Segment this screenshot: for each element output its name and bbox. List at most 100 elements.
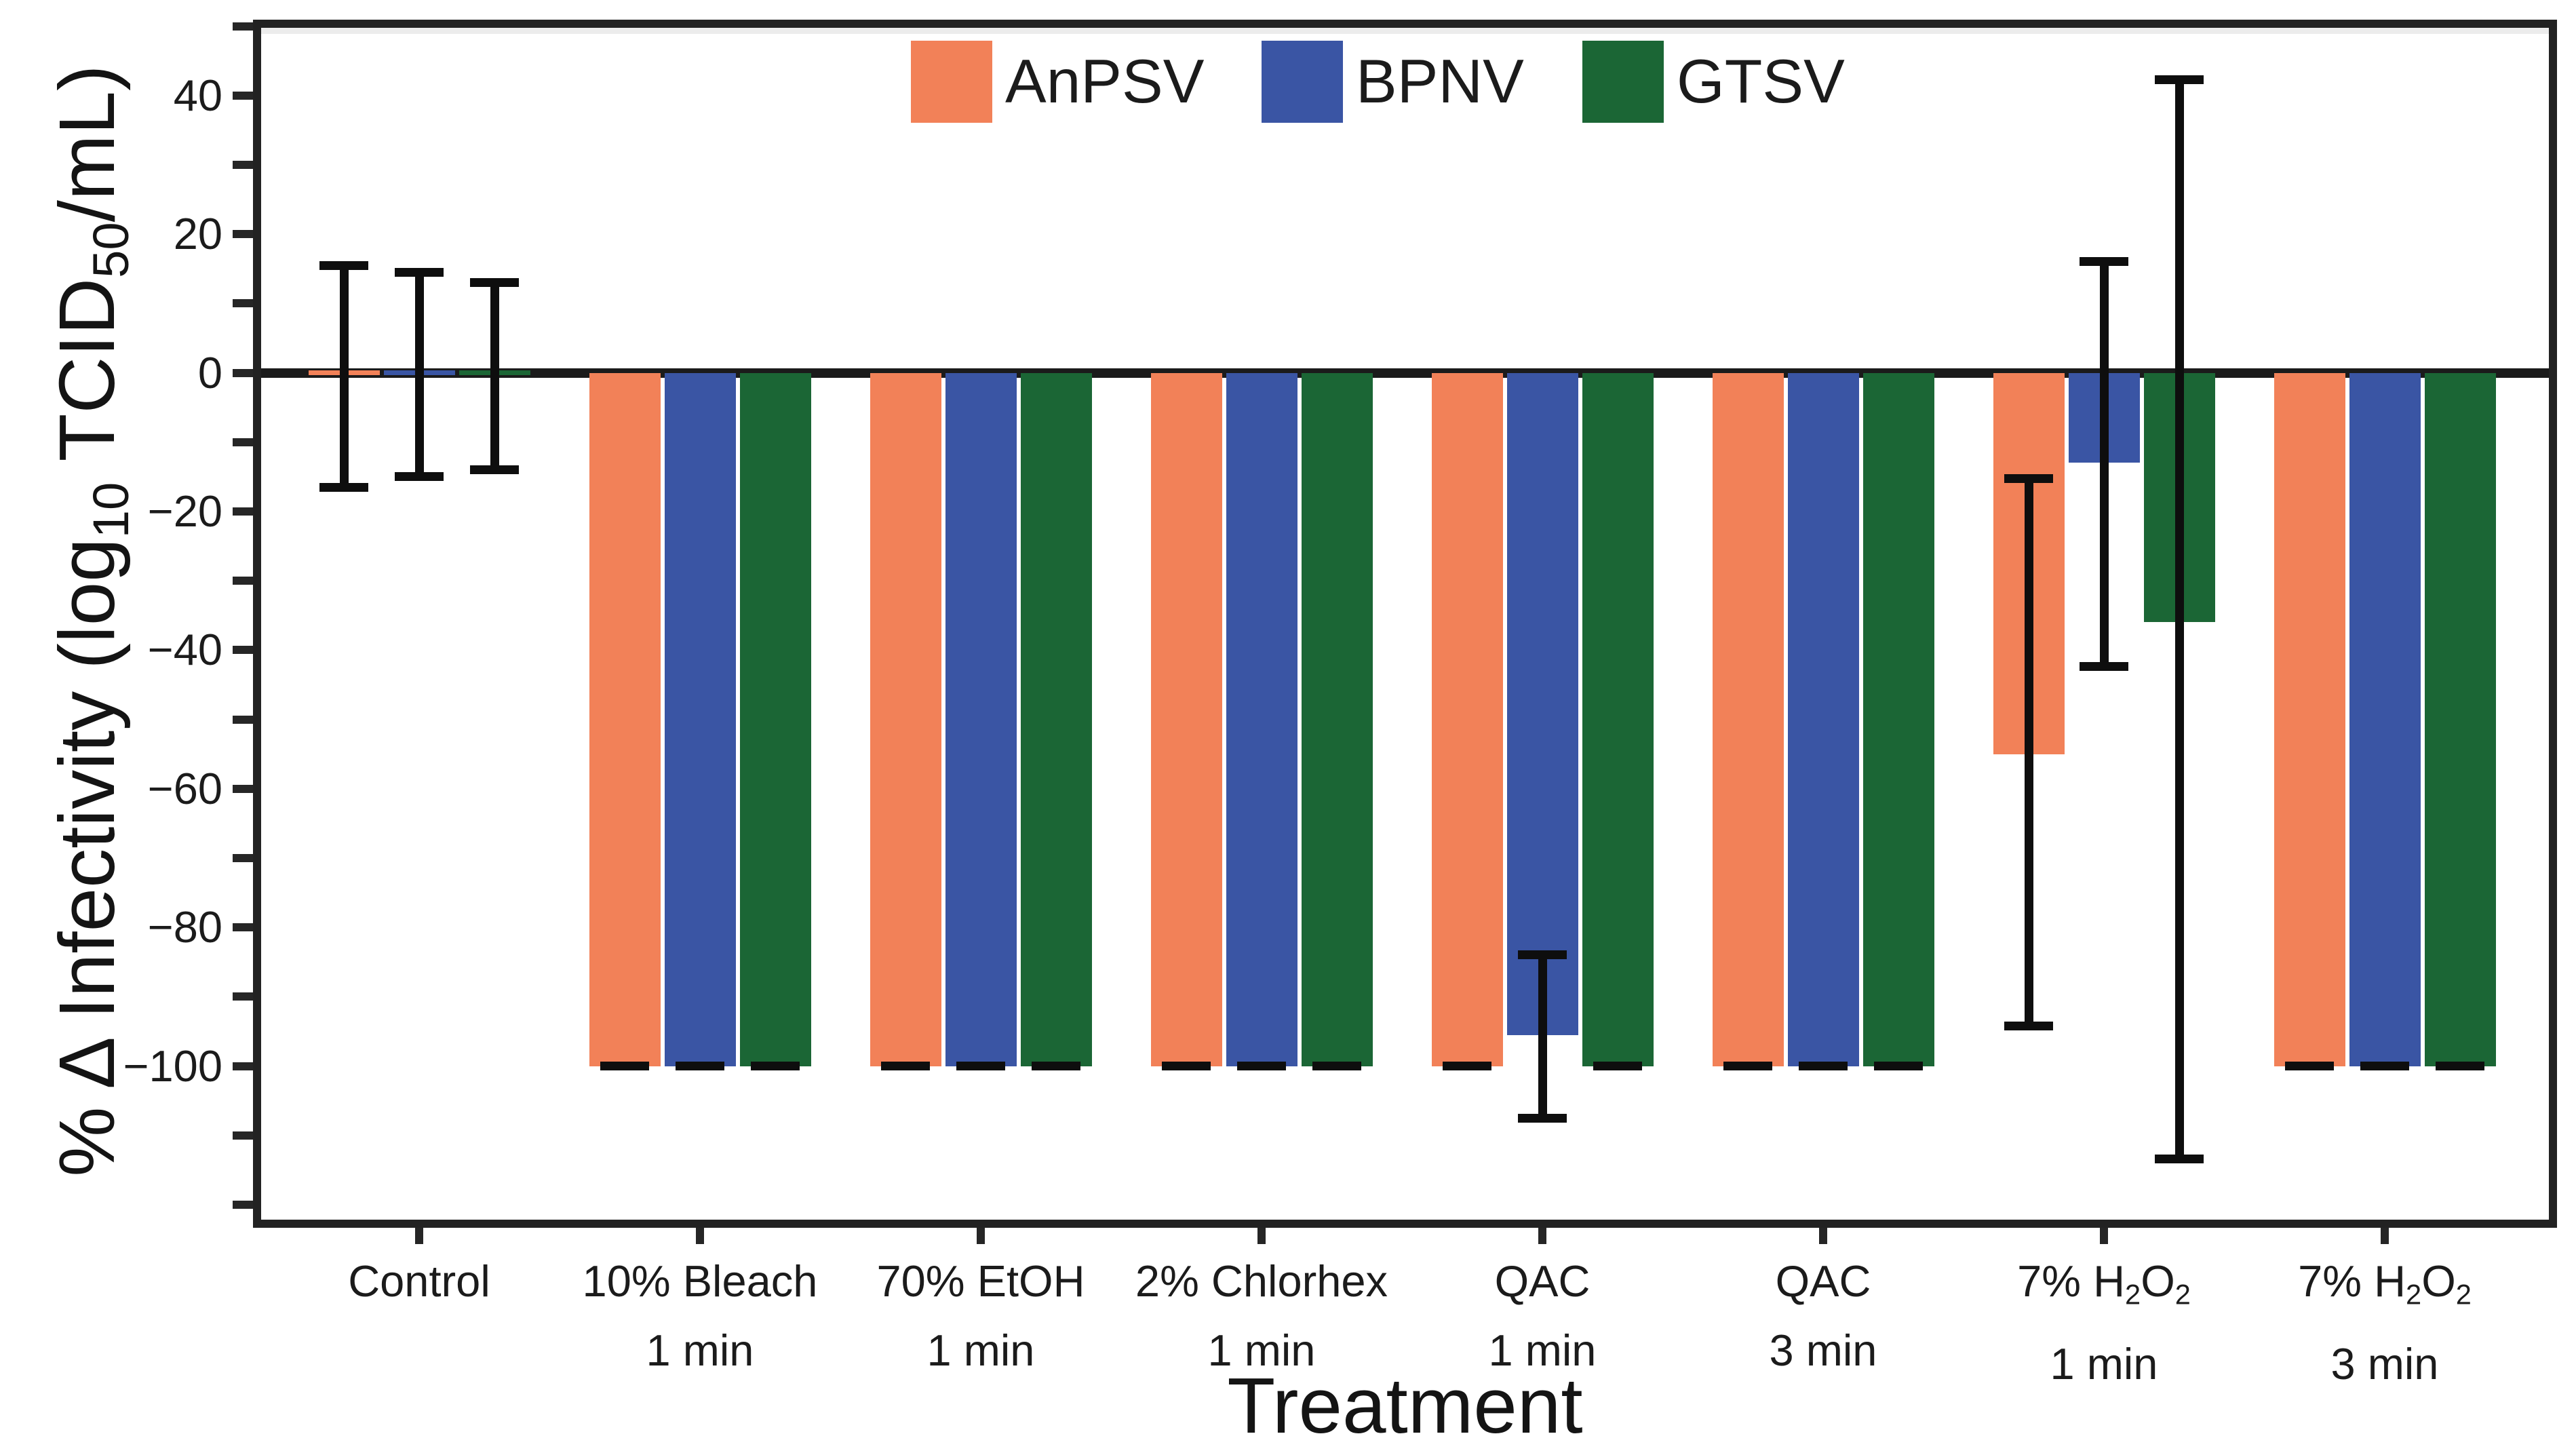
errorbar-gtsv-control-cap-top [470, 278, 519, 288]
bar-bpnv-bleach-1min [664, 372, 736, 1066]
errorbar-bpnv-chlorhex-1min-cap-top [1237, 1062, 1286, 1070]
errorbar-bpnv-qac-1min-line [1538, 954, 1547, 1119]
x-tick-label-line: 1 min [791, 1316, 1171, 1385]
errorbar-bpnv-qac-1min-cap-top [1518, 950, 1567, 960]
y-tick-mark--100 [233, 1062, 253, 1070]
subscript-text: 2 [2455, 1278, 2472, 1311]
errorbar-anpsv-h2o2-3min-cap-top [2285, 1062, 2334, 1070]
bar-gtsv-chlorhex-1min [1301, 372, 1373, 1066]
text-segment: 70% EtOH [876, 1256, 1085, 1306]
x-axis-title: Treatment [1227, 1361, 1583, 1450]
subscript-text: 10 [82, 482, 139, 539]
errorbar-bpnv-qac-3min-cap-top [1799, 1062, 1848, 1070]
x-tick-label-line: 1 min [1072, 1316, 1451, 1385]
x-tick-label-line: 70% EtOH [791, 1247, 1171, 1316]
text-segment: O [2141, 1256, 2175, 1306]
x-tick-label-line: 1 min [510, 1316, 890, 1385]
x-tick-label-h2o2-3min: 7% H2O2 3 min [2195, 1247, 2575, 1399]
bar-bpnv-etoh-1min [945, 372, 1017, 1066]
errorbar-bpnv-control-cap-top [395, 267, 444, 277]
x-tick-label-line: 7% H2O2 [2195, 1247, 2575, 1330]
text-segment: QAC [1775, 1256, 1871, 1306]
errorbar-bpnv-h2o2-1min-cap-top [2080, 257, 2128, 267]
text-segment: 1 min [1207, 1325, 1316, 1375]
subscript-text: 2 [2125, 1278, 2141, 1311]
y-tick-mark--120 [233, 1200, 253, 1209]
text-segment: 1 min [646, 1325, 754, 1375]
errorbar-anpsv-h2o2-1min-cap-bottom [2004, 1021, 2053, 1030]
bar-bpnv-h2o2-3min [2349, 372, 2421, 1066]
errorbar-gtsv-h2o2-1min-cap-top [2155, 75, 2204, 84]
subscript-text: 50 [82, 222, 139, 278]
x-tick-label-line: Control [229, 1247, 609, 1316]
y-axis-title: % Δ Infectivity (log10 TCID50/mL) [39, 0, 139, 1367]
errorbar-gtsv-qac-3min-cap-top [1874, 1062, 1923, 1070]
y-tick-mark--20 [233, 507, 253, 516]
y-tick-mark-50 [233, 22, 253, 31]
y-tick-label--40: −40 [147, 625, 222, 675]
errorbar-gtsv-h2o2-1min-cap-bottom [2155, 1154, 2204, 1163]
bar-gtsv-qac-1min [1582, 372, 1654, 1066]
x-tick-label-line: QAC [1352, 1247, 1732, 1316]
y-tick-label--80: −80 [147, 902, 222, 952]
y-tick-mark--50 [233, 715, 253, 724]
x-tick-mark-qac-1min [1538, 1225, 1546, 1244]
legend-swatch-gtsv [1582, 41, 1664, 123]
x-tick-label-etoh-1min: 70% EtOH 1 min [791, 1247, 1171, 1385]
errorbar-anpsv-h2o2-1min-line [2024, 478, 2033, 1026]
errorbar-bpnv-h2o2-1min-cap-bottom [2080, 662, 2128, 672]
subscript-text: 2 [2174, 1278, 2191, 1311]
bar-anpsv-qac-3min [1712, 372, 1784, 1066]
bar-bpnv-qac-1min [1506, 372, 1578, 1035]
x-tick-label-bleach-1min: 10% Bleach 1 min [510, 1247, 890, 1385]
y-tick-mark-20 [233, 230, 253, 239]
y-tick-mark--10 [233, 438, 253, 446]
text-segment: 3 min [1769, 1325, 1877, 1375]
text-segment: Control [348, 1256, 490, 1306]
bar-bpnv-chlorhex-1min [1226, 372, 1297, 1066]
errorbar-bpnv-h2o2-3min-cap-top [2360, 1062, 2409, 1070]
errorbar-gtsv-chlorhex-1min-cap-top [1312, 1062, 1361, 1070]
y-tick-label--60: −60 [147, 763, 222, 813]
errorbar-anpsv-etoh-1min-cap-top [881, 1062, 930, 1070]
errorbar-gtsv-control-cap-bottom [470, 465, 519, 475]
x-tick-mark-h2o2-1min [2100, 1225, 2108, 1244]
x-tick-label-line: 2% Chlorhex [1072, 1247, 1451, 1316]
errorbar-gtsv-qac-1min-cap-top [1593, 1062, 1642, 1070]
bar-gtsv-h2o2-3min [2424, 372, 2496, 1066]
text-segment: QAC [1494, 1256, 1591, 1306]
y-tick-label-40: 40 [173, 70, 222, 120]
errorbar-anpsv-control-cap-bottom [319, 482, 368, 492]
x-tick-label-line: 10% Bleach [510, 1247, 890, 1316]
text-segment: 7% H [2017, 1256, 2126, 1306]
bar-anpsv-chlorhex-1min [1150, 372, 1222, 1066]
errorbar-bpnv-control-cap-bottom [395, 472, 444, 482]
y-tick-mark--70 [233, 853, 253, 862]
x-tick-label-control: Control [229, 1247, 609, 1316]
errorbar-gtsv-h2o2-1min-line [2174, 79, 2184, 1159]
text-segment: 2% Chlorhex [1135, 1256, 1388, 1306]
text-segment: 7% H [2298, 1256, 2406, 1306]
y-tick-mark--110 [233, 1131, 253, 1140]
x-tick-label-line: QAC [1633, 1247, 2013, 1316]
errorbar-anpsv-h2o2-1min-cap-top [2004, 474, 2053, 484]
text-segment: 3 min [2330, 1338, 2439, 1389]
errorbar-anpsv-bleach-1min-cap-top [600, 1062, 649, 1070]
x-tick-mark-h2o2-3min [2381, 1225, 2389, 1244]
errorbar-gtsv-etoh-1min-cap-top [1032, 1062, 1080, 1070]
errorbar-bpnv-control-line [414, 272, 424, 477]
legend-swatch-bpnv [1262, 41, 1343, 123]
errorbar-anpsv-control-cap-top [319, 260, 368, 270]
bar-anpsv-etoh-1min [870, 372, 941, 1066]
errorbar-bpnv-etoh-1min-cap-top [956, 1062, 1005, 1070]
x-tick-mark-qac-3min [1819, 1225, 1827, 1244]
y-tick-mark-10 [233, 299, 253, 308]
errorbar-bpnv-bleach-1min-cap-top [676, 1062, 724, 1070]
y-tick-label-20: 20 [173, 209, 222, 259]
bar-anpsv-h2o2-3min [2273, 372, 2345, 1066]
x-tick-mark-chlorhex-1min [1257, 1225, 1266, 1244]
y-tick-mark--30 [233, 577, 253, 585]
y-tick-mark--90 [233, 992, 253, 1001]
errorbar-bpnv-h2o2-1min-line [2099, 261, 2109, 667]
